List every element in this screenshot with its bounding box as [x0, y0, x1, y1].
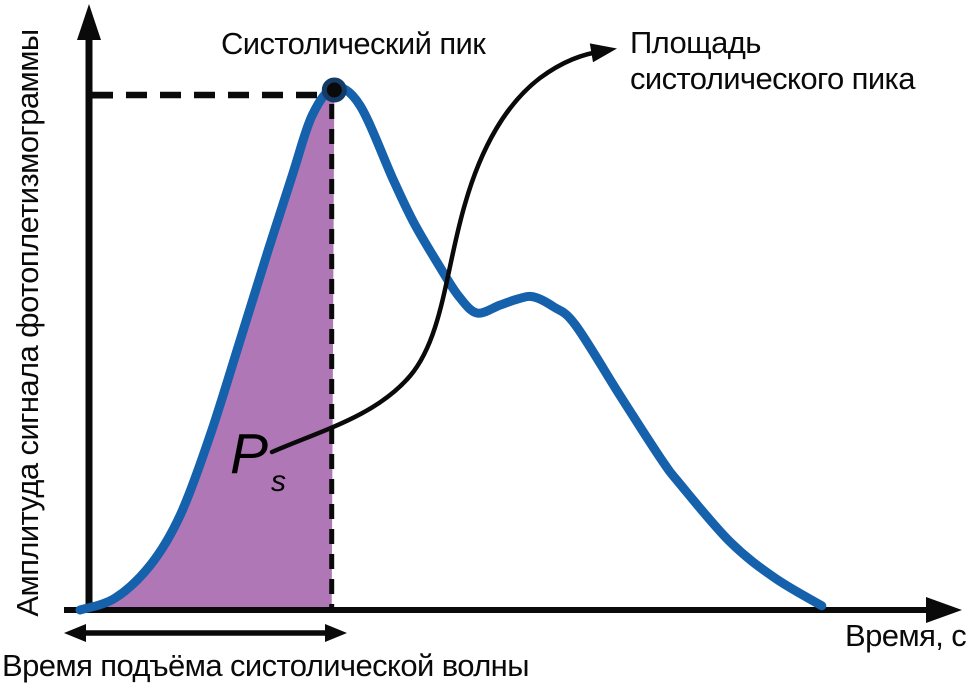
ps-symbol-subscript: s — [271, 465, 287, 498]
rise-time-label: Время подъёма систолической волны — [2, 648, 529, 683]
ps-symbol-main: P — [230, 422, 269, 486]
rise-time-arrowhead-left-icon — [64, 624, 86, 642]
rise-time-arrowhead-right-icon — [325, 624, 347, 642]
systolic-area-fill — [80, 88, 335, 610]
y-axis-arrowhead-icon — [77, 4, 101, 40]
x-axis-label: Время, с — [845, 618, 967, 653]
ppg-curve — [75, 83, 827, 615]
y-axis-label: Амплитуда сигнала фотоплетизмограммы — [10, 29, 45, 617]
area-label-line2: систолического пика — [630, 61, 915, 96]
area-annotation-arrowhead-icon — [589, 43, 617, 63]
systolic-peak-label: Систолический пик — [221, 26, 486, 61]
area-annotation-arrow — [269, 48, 606, 455]
area-label: Площадь систолического пика — [630, 25, 915, 97]
systolic-peak-marker — [321, 77, 347, 103]
x-axis-arrowhead-icon — [926, 597, 962, 623]
area-label-line1: Площадь — [630, 25, 761, 60]
